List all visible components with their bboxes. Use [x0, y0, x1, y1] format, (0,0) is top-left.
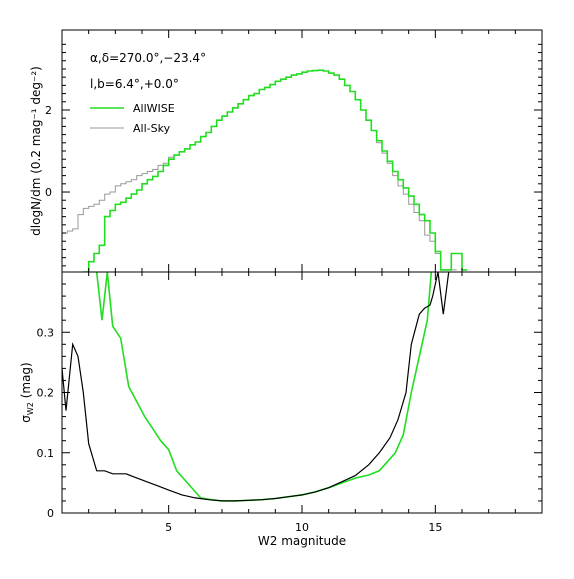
bottom-xlabel: W2 magnitude — [258, 534, 346, 548]
bottom-ytick-label: 0.3 — [37, 326, 55, 339]
bottom-ylabel-symbol: σ — [19, 415, 33, 423]
bottom-ylabel: σW2 (mag) — [19, 362, 35, 422]
top-series-allsky — [62, 69, 457, 271]
top-frame — [61, 29, 543, 273]
top-ylabel: dlogN/dm (0.2 mag⁻¹ deg⁻²) — [29, 66, 43, 236]
bottom-ytick-label: 0.2 — [37, 387, 55, 400]
legend-label-allsky: All-Sky — [133, 122, 171, 135]
annotation-coords-galactic: l,b=6.4°,+0.0° — [90, 77, 179, 91]
bottom-series-allsky — [62, 272, 450, 502]
legend-label-allwise: AllWISE — [133, 102, 175, 115]
bottom-ylabel-unit: (mag) — [19, 362, 33, 402]
bottom-panel: 5 10 15 0 0.1 0.2 0.3 σW2 (mag) W2 magnitude — [19, 271, 543, 548]
bottom-ytick-label: 0.1 — [37, 447, 55, 460]
bottom-xtick-label: 10 — [295, 521, 309, 534]
bottom-xtick-label: 15 — [428, 521, 442, 534]
bottom-ytick-label: 0 — [47, 507, 54, 520]
bottom-ylabel-subscript: W2 — [26, 402, 35, 415]
annotation-coords-equatorial: α,δ=270.0°,−23.4° — [90, 51, 206, 65]
bottom-series-allwise — [95, 272, 433, 502]
bottom-xtick-label: 5 — [165, 521, 172, 534]
top-ytick-label: 0 — [45, 186, 52, 199]
top-ytick-label: 2 — [45, 104, 52, 117]
top-series-allwise — [83, 69, 468, 272]
bottom-series-group — [62, 272, 450, 502]
top-series-group — [62, 69, 468, 272]
